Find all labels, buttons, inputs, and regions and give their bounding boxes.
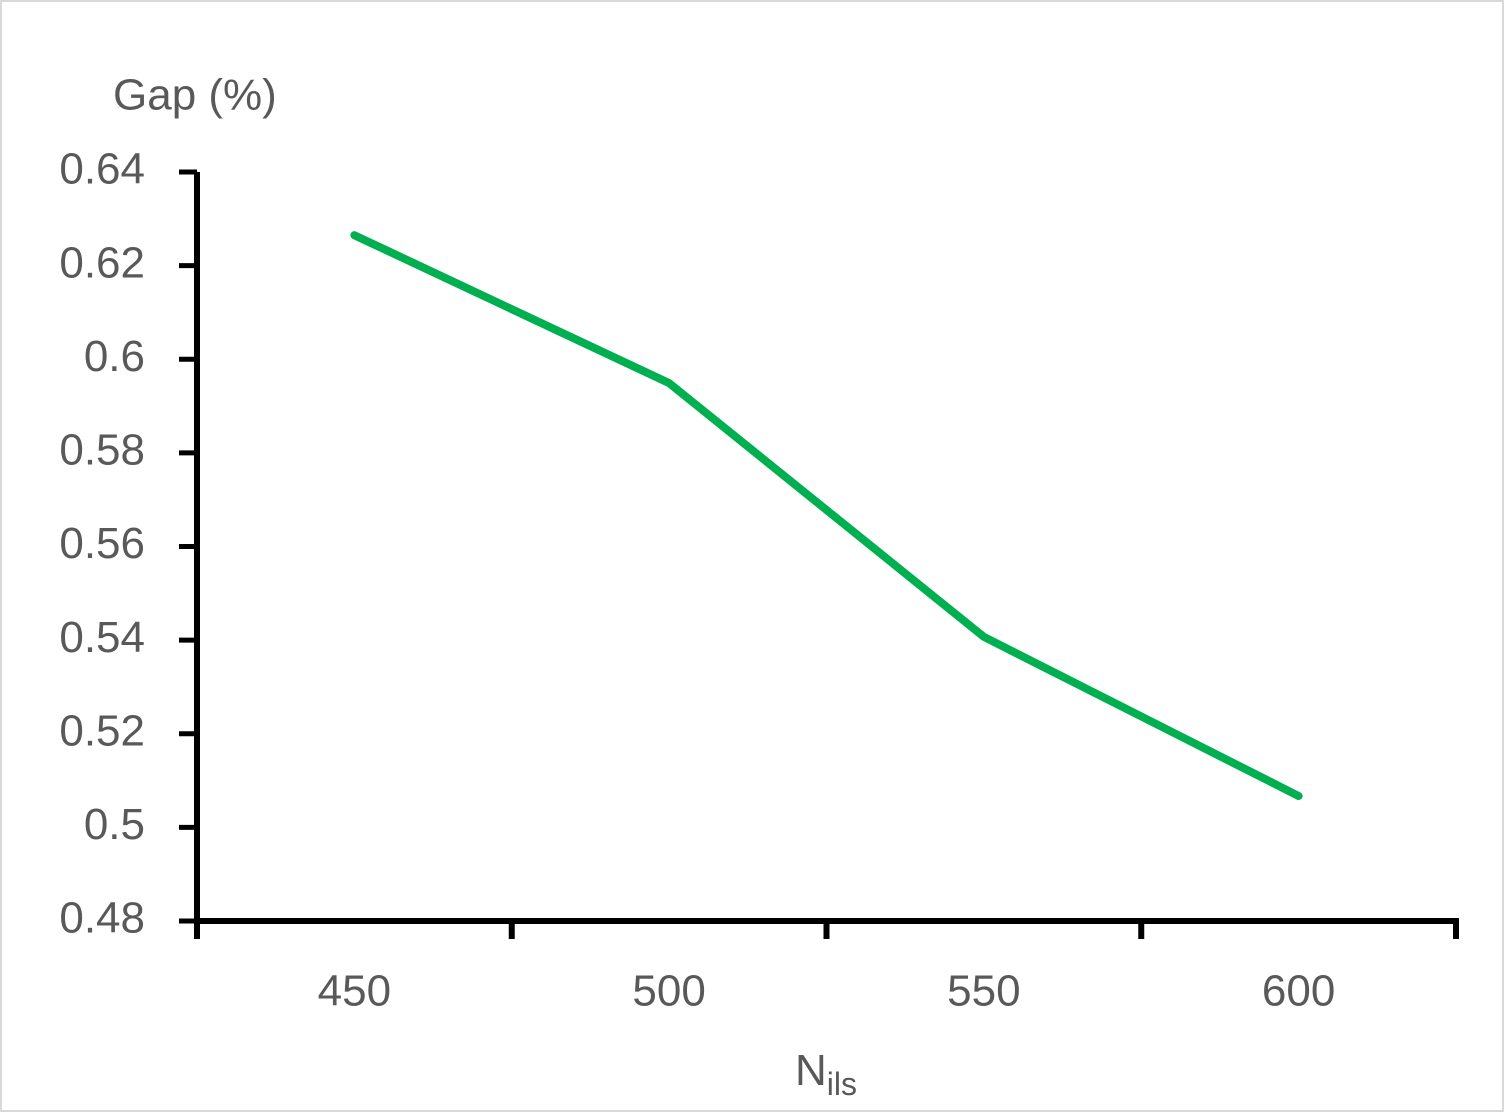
y-tick-label: 0.58 bbox=[59, 426, 145, 475]
y-tick-label: 0.62 bbox=[59, 238, 145, 287]
data-line bbox=[350, 231, 1303, 801]
y-tick-label: 0.5 bbox=[84, 800, 145, 849]
x-tick-label: 600 bbox=[1262, 967, 1335, 1016]
x-tick-label: 450 bbox=[318, 967, 391, 1016]
y-tick-label: 0.6 bbox=[84, 332, 145, 381]
x-tick-label: 550 bbox=[947, 967, 1020, 1016]
x-axis-label: Nils bbox=[795, 1046, 857, 1103]
y-tick-label: 0.54 bbox=[59, 613, 145, 662]
y-tick-label: 0.56 bbox=[59, 519, 145, 568]
x-axis-label-subscript: ils bbox=[827, 1066, 857, 1102]
x-axis-label-main: N bbox=[795, 1046, 827, 1095]
y-axis-label: Gap (%) bbox=[113, 71, 277, 120]
y-tick-label: 0.48 bbox=[59, 894, 145, 943]
y-tick-label: 0.64 bbox=[59, 145, 145, 194]
y-tick-label: 0.52 bbox=[59, 706, 145, 755]
x-tick-label: 500 bbox=[632, 967, 705, 1016]
